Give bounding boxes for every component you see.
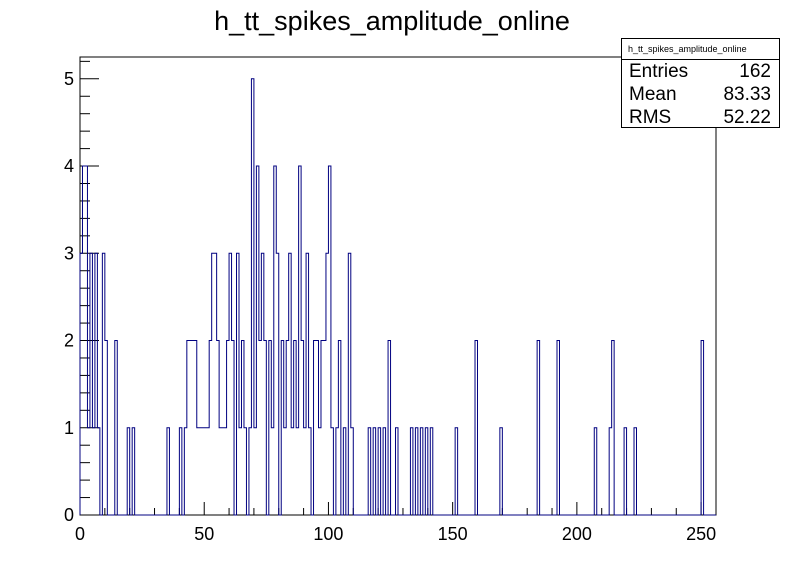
x-axis: 0 50 100 150 200 250 [75,502,716,544]
stats-box: h_tt_spikes_amplitude_online Entries 162… [621,38,780,128]
x-tick-label: 150 [438,524,468,544]
y-tick-label: 2 [64,331,74,351]
stats-rms-label: RMS [629,107,672,128]
histogram-series [79,78,716,516]
stats-entries-row: Entries 162 [622,60,779,83]
x-tick-label: 200 [562,524,592,544]
chart-title: h_tt_spikes_amplitude_online [214,6,570,36]
x-tick-label: 100 [313,524,343,544]
stats-entries-value: 162 [739,61,771,82]
y-tick-label: 1 [64,418,74,438]
x-tick-label: 250 [686,524,716,544]
x-tick-label: 0 [75,524,85,544]
stats-mean-row: Mean 83.33 [622,83,779,106]
stats-entries-label: Entries [629,61,689,82]
stats-rms-row: RMS 52.22 [622,106,779,129]
stats-box-title: h_tt_spikes_amplitude_online [622,39,779,60]
y-axis: 0 1 2 3 4 5 [64,60,99,525]
stats-mean-value: 83.33 [723,84,771,105]
stats-rms-value: 52.22 [723,107,771,128]
y-tick-label: 0 [64,505,74,525]
y-tick-label: 5 [64,69,74,89]
stats-mean-label: Mean [629,84,677,105]
y-tick-label: 4 [64,156,74,176]
x-tick-label: 50 [194,524,214,544]
y-tick-label: 3 [64,243,74,263]
